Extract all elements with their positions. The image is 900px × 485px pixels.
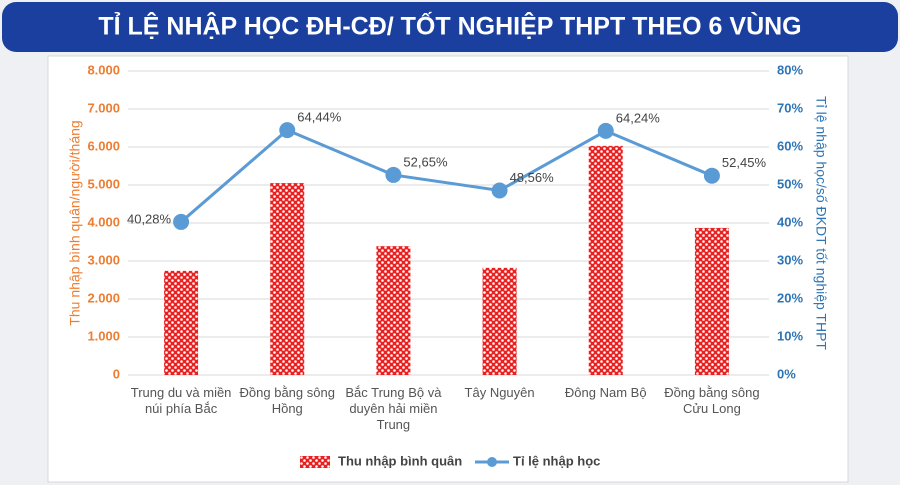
bar <box>164 270 199 375</box>
bar <box>588 145 623 375</box>
y-tick-label: 2.000 <box>87 290 120 305</box>
data-label: 40,28% <box>127 211 172 226</box>
legend-swatch <box>300 456 330 468</box>
data-label: 52,65% <box>403 154 448 169</box>
x-tick-label: Tây Nguyên <box>464 385 535 400</box>
line-marker <box>491 182 508 199</box>
y-tick-label: 6.000 <box>87 138 120 153</box>
y2-tick-label: 0% <box>777 366 796 381</box>
x-tick-label: Bắc Trung Bộ và duyên hải miền Trung <box>345 385 442 432</box>
y-axis-label: Thu nhập bình quân/người/tháng <box>67 120 83 325</box>
y2-tick-label: 40% <box>777 214 803 229</box>
y-tick-label: 0 <box>113 366 120 381</box>
y2-tick-label: 50% <box>777 176 803 191</box>
legend-label: Tỉ lệ nhập học <box>513 453 600 468</box>
y-tick-label: 8.000 <box>87 62 120 77</box>
y2-tick-label: 10% <box>777 328 803 343</box>
data-label: 64,24% <box>616 110 661 125</box>
line-marker <box>597 122 614 139</box>
x-tick-label: Trung du và miền núi phía Bắc <box>130 385 232 416</box>
line-marker <box>703 167 720 184</box>
y-tick-label: 4.000 <box>87 214 120 229</box>
title-banner <box>2 2 898 52</box>
legend-swatch <box>487 457 497 467</box>
y2-tick-label: 30% <box>777 252 803 267</box>
legend-label: Thu nhập bình quân <box>338 453 462 468</box>
x-tick-label: Đông Nam Bộ <box>564 385 647 400</box>
y2-tick-label: 70% <box>777 100 803 115</box>
y2-tick-label: 60% <box>777 138 803 153</box>
y2-tick-label: 20% <box>777 290 803 305</box>
data-label: 64,44% <box>297 110 342 125</box>
line-marker <box>279 122 296 139</box>
y2-axis-label: Tỉ lệ nhập học/số ĐKDT tốt nghiệp THPT <box>813 96 829 350</box>
chart-title: TỈ LỆ NHẬP HỌC ĐH-CĐ/ TỐT NGHIỆP THPT TH… <box>98 11 801 41</box>
bar <box>694 227 729 375</box>
data-label: 48,56% <box>510 170 555 185</box>
data-label: 52,45% <box>722 155 767 170</box>
y-tick-label: 1.000 <box>87 328 120 343</box>
line <box>180 128 713 224</box>
y-tick-label: 5.000 <box>87 176 120 191</box>
x-tick-label: Đồng bằng sông Hồng <box>239 385 335 416</box>
y-tick-label: 7.000 <box>87 100 120 115</box>
bar <box>482 267 517 375</box>
bar <box>270 183 305 375</box>
line-marker <box>385 166 402 183</box>
line-marker <box>173 213 190 230</box>
y-tick-label: 3.000 <box>87 252 120 267</box>
bar <box>376 246 411 375</box>
y2-tick-label: 80% <box>777 62 803 77</box>
x-tick-label: Đồng bằng sông Cửu Long <box>664 385 760 416</box>
